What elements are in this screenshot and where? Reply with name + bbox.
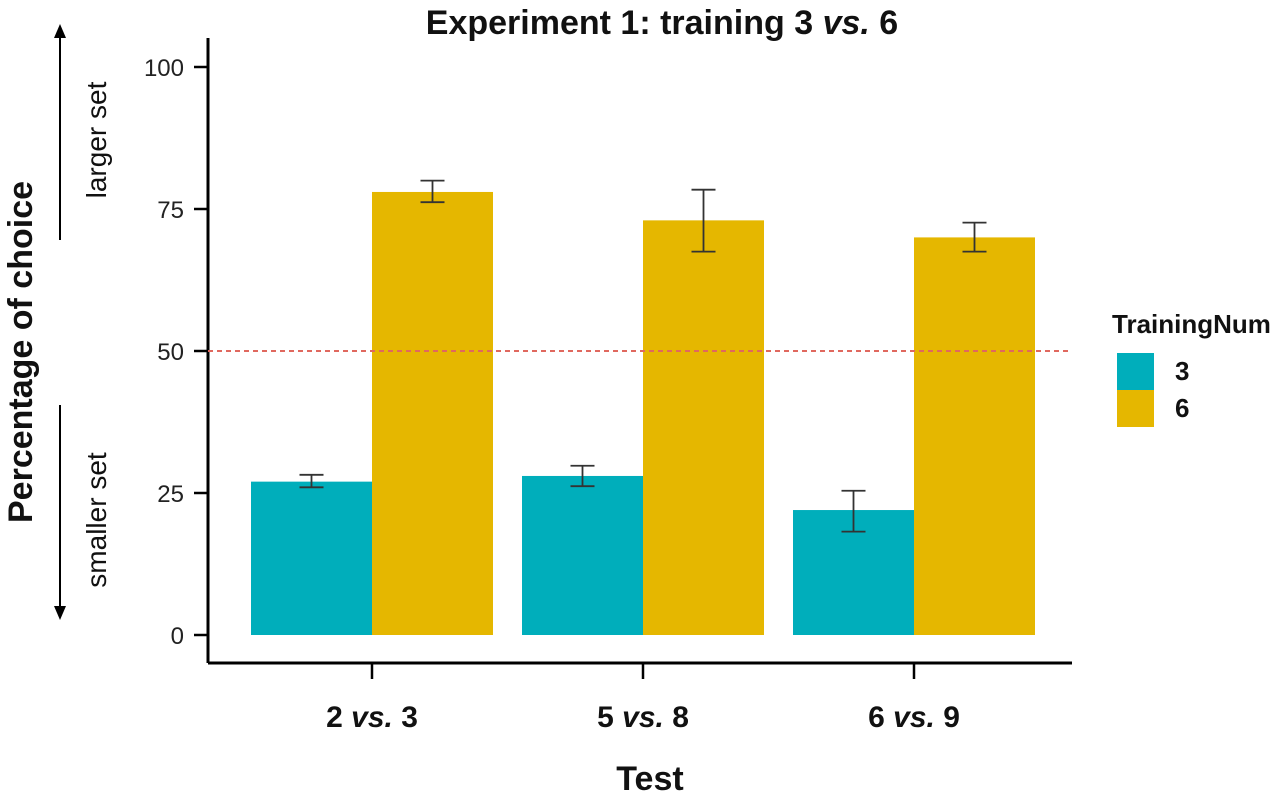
- y-tick-label: 0: [171, 623, 184, 650]
- legend-label-6: 6: [1175, 393, 1189, 423]
- x-tick-label: 6 vs. 9: [868, 701, 960, 734]
- y-tick-label: 25: [157, 481, 184, 508]
- y-axis-title: Percentage of choice: [2, 181, 40, 523]
- bars: [251, 191, 1035, 636]
- up-arrowhead-icon: [54, 24, 66, 38]
- legend-swatch-3: [1117, 353, 1154, 390]
- legend-title: TrainingNum: [1112, 309, 1271, 339]
- chart-title: Experiment 1: training 3 vs. 6: [426, 4, 898, 42]
- legend-label-3: 3: [1175, 356, 1189, 386]
- legend: TrainingNum 3 6: [1112, 309, 1271, 427]
- y-tick-label: 50: [157, 339, 184, 366]
- x-axis: 2 vs. 3 5 vs. 8 6 vs. 9: [208, 661, 1072, 734]
- x-tick-label: 5 vs. 8: [597, 701, 689, 734]
- x-axis-title: Test: [616, 760, 683, 797]
- bar-series-6: [914, 237, 1035, 635]
- legend-swatch-6: [1117, 390, 1154, 427]
- y-axis: 0 25 50 75 100: [144, 38, 210, 663]
- bar-series-6: [372, 191, 493, 635]
- larger-set-label: larger set: [81, 81, 112, 198]
- x-tick-label: 2 vs. 3: [326, 701, 418, 734]
- y-tick-label: 75: [157, 197, 184, 224]
- error-bars: [299, 179, 987, 533]
- side-annotations: larger set smaller set: [54, 24, 112, 620]
- bar-series-6: [643, 220, 764, 636]
- bar-series-3: [251, 481, 372, 635]
- bar-series-3: [522, 475, 643, 635]
- down-arrowhead-icon: [54, 606, 66, 620]
- y-tick-label: 100: [144, 55, 184, 82]
- smaller-set-label: smaller set: [81, 452, 112, 588]
